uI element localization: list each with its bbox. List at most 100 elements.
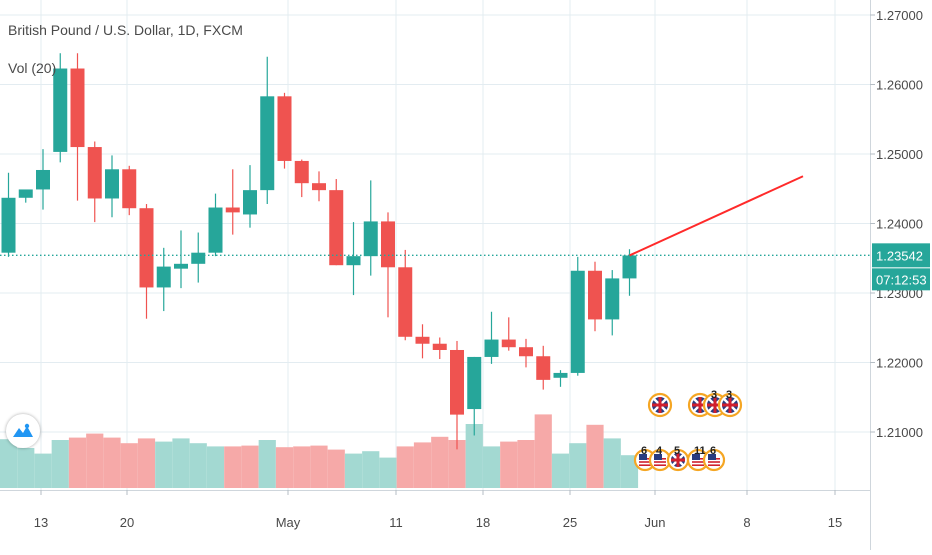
candle-body bbox=[312, 183, 326, 191]
event-count: 6 bbox=[710, 445, 716, 457]
countdown-badge bbox=[872, 268, 930, 291]
volume-bar bbox=[603, 438, 621, 488]
price-tick-label: 1.25000 bbox=[876, 147, 923, 162]
candle-body bbox=[415, 336, 430, 344]
candle-body bbox=[363, 221, 378, 257]
time-axis[interactable]: 13 20 May 11 18 25 Jun 8 15 bbox=[0, 490, 870, 550]
lines bbox=[0, 175, 870, 257]
candle-body bbox=[243, 190, 257, 215]
time-tick-label: Jun bbox=[645, 515, 666, 530]
volume-bar bbox=[551, 453, 570, 488]
candle-body bbox=[277, 96, 292, 161]
volume-bar bbox=[413, 442, 432, 488]
volume-bar bbox=[34, 453, 52, 488]
current-price-label: 1.23542 bbox=[876, 248, 923, 263]
volume-indicator-label[interactable]: Vol (20) bbox=[8, 60, 57, 76]
candle-body bbox=[294, 160, 309, 184]
event-count: 5 bbox=[674, 445, 680, 457]
event-uk-flag-icon[interactable]: 3 bbox=[717, 389, 743, 418]
candle-body bbox=[174, 263, 188, 269]
us-canton bbox=[708, 454, 716, 460]
candle-body bbox=[450, 349, 464, 415]
event-uk-flag-icon[interactable]: 5 bbox=[666, 445, 690, 472]
candle-body bbox=[484, 339, 499, 357]
candle-body bbox=[53, 68, 68, 152]
candle-body bbox=[381, 221, 395, 268]
us-stripe bbox=[639, 464, 651, 466]
volume-bar bbox=[569, 443, 587, 488]
event-us-flag-icon[interactable]: 6 bbox=[702, 445, 726, 472]
us-stripe bbox=[692, 464, 704, 466]
candle-body bbox=[536, 356, 551, 380]
volume-bar bbox=[517, 440, 535, 488]
volume-bar bbox=[51, 440, 69, 488]
volume-bar bbox=[189, 443, 207, 488]
volume-bar bbox=[120, 443, 138, 488]
candle-body bbox=[156, 266, 171, 288]
price-axis[interactable]: 1.270001.260001.250001.240001.230001.220… bbox=[870, 0, 932, 550]
event-count: 3 bbox=[711, 389, 717, 401]
volume-bar bbox=[224, 446, 242, 488]
countdown-label: 07:12:53 bbox=[876, 272, 927, 287]
us-stripe bbox=[639, 461, 651, 463]
volume-bar bbox=[293, 446, 311, 488]
time-tick-label: May bbox=[276, 515, 301, 530]
volume-bar bbox=[137, 438, 156, 488]
volume-bar bbox=[396, 446, 414, 488]
volume-bar bbox=[448, 440, 466, 488]
candle-body bbox=[622, 255, 637, 279]
candle-body bbox=[105, 169, 119, 199]
candle-body bbox=[1, 197, 16, 253]
candle-body bbox=[519, 347, 533, 357]
candle-body bbox=[139, 208, 154, 288]
volume-bar bbox=[379, 457, 397, 488]
volume-bar bbox=[586, 424, 604, 488]
volume-bar bbox=[620, 455, 639, 488]
volume-bar bbox=[465, 424, 483, 488]
us-stripe bbox=[708, 464, 720, 466]
candle-body bbox=[588, 270, 602, 320]
us-canton bbox=[639, 454, 647, 460]
volume-bars bbox=[0, 414, 639, 488]
time-tick-label: 25 bbox=[563, 515, 577, 530]
volume-bar bbox=[17, 448, 35, 488]
event-count: 3 bbox=[726, 389, 732, 401]
candle-body bbox=[36, 169, 50, 190]
candle-body bbox=[501, 339, 516, 348]
price-tick-label: 1.24000 bbox=[876, 217, 923, 232]
tradingview-logo-icon[interactable] bbox=[6, 414, 40, 448]
volume-bar bbox=[68, 437, 87, 488]
time-tick-label: 13 bbox=[34, 515, 48, 530]
candle-body bbox=[122, 169, 137, 209]
event-us-flag-icon[interactable]: 6 bbox=[633, 445, 657, 472]
time-tick-label: 8 bbox=[743, 515, 750, 530]
event-count: 4 bbox=[656, 445, 663, 457]
us-stripe bbox=[708, 461, 720, 463]
candle-body bbox=[398, 267, 413, 337]
event-us-flag-icon[interactable]: 4 bbox=[648, 445, 672, 472]
us-stripe bbox=[692, 461, 704, 463]
price-tick-label: 1.22000 bbox=[876, 356, 923, 371]
chart-title: British Pound / U.S. Dollar, 1D, FXCM bbox=[8, 22, 243, 38]
grid bbox=[0, 0, 870, 490]
volume-bar bbox=[155, 441, 173, 488]
event-uk-flag-icon[interactable] bbox=[647, 392, 673, 418]
price-tick-label: 1.26000 bbox=[876, 78, 923, 93]
event-count: 6 bbox=[641, 445, 647, 457]
time-tick-label: 15 bbox=[828, 515, 842, 530]
volume-bar bbox=[327, 449, 345, 488]
trend-line[interactable] bbox=[629, 175, 804, 257]
candle-body bbox=[18, 189, 33, 198]
economic-events[interactable]: 3 36 4 5 11 6 bbox=[633, 389, 743, 472]
time-tick-label: 18 bbox=[476, 515, 490, 530]
candles bbox=[1, 53, 637, 450]
candle-body bbox=[432, 343, 447, 350]
volume-bar bbox=[500, 441, 518, 488]
time-tick-label: 20 bbox=[120, 515, 134, 530]
candle-body bbox=[467, 356, 482, 410]
price-tick-label: 1.27000 bbox=[876, 8, 923, 23]
volume-bar bbox=[275, 447, 294, 488]
candle-body bbox=[553, 372, 568, 378]
